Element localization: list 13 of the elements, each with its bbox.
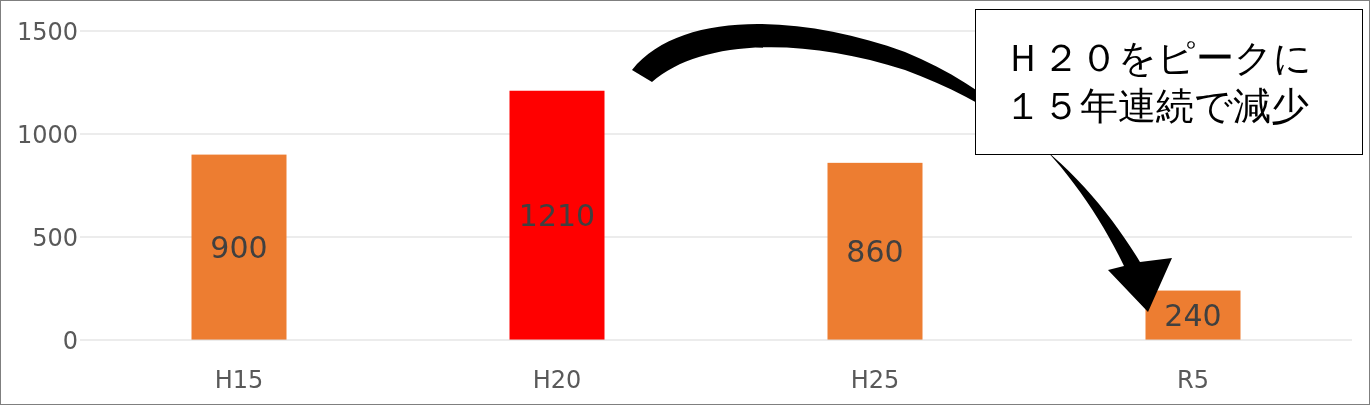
x-tick-label: H20 — [532, 366, 582, 394]
annotation: Ｈ２０をピークに１５年連続で減少 — [975, 9, 1363, 155]
data-label: 240 — [1164, 298, 1222, 334]
y-tick-label: 1500 — [16, 18, 78, 46]
y-tick-label: 1000 — [16, 121, 78, 149]
y-tick-label: 0 — [62, 327, 78, 355]
x-tick-label: H25 — [850, 366, 900, 394]
data-label: 860 — [846, 234, 904, 270]
data-label: 1210 — [518, 198, 596, 234]
x-tick-label: H15 — [214, 366, 264, 394]
x-tick-label: R5 — [1177, 366, 1209, 394]
y-tick-label: 500 — [32, 224, 78, 252]
data-label: 900 — [210, 230, 268, 266]
